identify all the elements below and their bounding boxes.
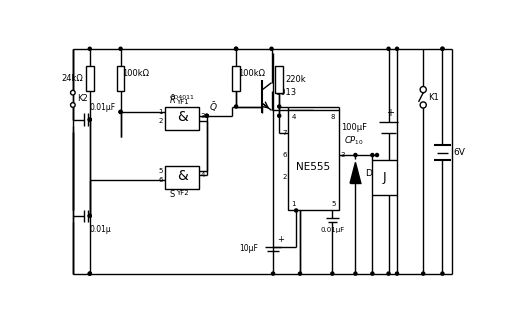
Circle shape	[396, 272, 399, 275]
Text: NE555: NE555	[296, 162, 331, 172]
Bar	[165, 166, 199, 189]
Text: 100kΩ: 100kΩ	[122, 69, 149, 78]
Circle shape	[387, 47, 390, 50]
Circle shape	[235, 105, 238, 108]
Text: D: D	[365, 169, 371, 178]
Circle shape	[277, 105, 281, 108]
Circle shape	[88, 118, 91, 121]
Text: 7: 7	[283, 130, 287, 137]
Circle shape	[119, 110, 122, 113]
Text: YF2: YF2	[176, 191, 189, 196]
Text: $\bar{Q}$: $\bar{Q}$	[209, 100, 218, 114]
Circle shape	[88, 272, 91, 275]
Text: 8: 8	[331, 114, 335, 120]
Text: 2: 2	[283, 173, 287, 180]
Text: 0.01µ: 0.01µ	[90, 225, 111, 234]
Bar	[288, 110, 338, 211]
Text: 4: 4	[201, 172, 205, 178]
Text: 6V: 6V	[453, 148, 465, 157]
Circle shape	[441, 47, 444, 50]
Bar	[232, 67, 240, 91]
Text: CD4011: CD4011	[170, 95, 195, 100]
Text: 6: 6	[283, 152, 287, 158]
Text: 24kΩ: 24kΩ	[62, 74, 84, 83]
Text: YF1: YF1	[176, 99, 189, 105]
Circle shape	[119, 47, 122, 50]
Text: $CP_{10}$: $CP_{10}$	[344, 135, 364, 147]
Text: 10µF: 10µF	[239, 245, 258, 254]
Text: 100kΩ: 100kΩ	[239, 69, 265, 78]
Circle shape	[277, 114, 281, 117]
Text: +: +	[386, 108, 394, 118]
Text: 5: 5	[158, 168, 163, 174]
Text: K2: K2	[77, 94, 87, 103]
Circle shape	[88, 214, 91, 217]
Polygon shape	[350, 162, 361, 183]
Circle shape	[205, 114, 208, 117]
Text: 9013: 9013	[275, 88, 296, 97]
Text: 1: 1	[292, 201, 296, 207]
Bar	[117, 67, 125, 91]
Text: 6: 6	[158, 177, 163, 183]
Circle shape	[71, 90, 75, 95]
Text: 0.01µF: 0.01µF	[320, 227, 344, 234]
Circle shape	[420, 102, 426, 108]
Text: S: S	[169, 190, 174, 199]
Circle shape	[441, 47, 444, 50]
Text: K1: K1	[428, 93, 438, 102]
Circle shape	[71, 103, 75, 107]
Text: &: &	[177, 169, 188, 183]
Circle shape	[420, 87, 426, 93]
Bar	[373, 160, 397, 195]
Circle shape	[354, 272, 357, 275]
Circle shape	[422, 272, 425, 275]
Circle shape	[235, 47, 238, 50]
Circle shape	[371, 153, 374, 157]
Text: 2: 2	[158, 118, 163, 124]
Circle shape	[235, 47, 238, 50]
Circle shape	[119, 110, 122, 113]
Text: 5: 5	[331, 201, 335, 207]
Circle shape	[270, 47, 273, 50]
Text: 4: 4	[292, 114, 296, 120]
Circle shape	[88, 47, 91, 50]
Bar	[165, 107, 199, 130]
Text: $\bar{R}$: $\bar{R}$	[169, 93, 176, 106]
Bar	[275, 66, 283, 93]
Text: 0.01µF: 0.01µF	[90, 103, 116, 112]
Text: +: +	[277, 235, 284, 245]
Circle shape	[205, 114, 208, 117]
Text: &: &	[177, 109, 188, 123]
Circle shape	[295, 209, 298, 212]
Circle shape	[376, 153, 379, 157]
Circle shape	[354, 153, 357, 157]
Circle shape	[271, 272, 274, 275]
Circle shape	[441, 272, 444, 275]
Text: J: J	[383, 171, 386, 184]
Text: 1: 1	[158, 109, 163, 115]
Text: 3: 3	[201, 113, 205, 119]
Circle shape	[88, 118, 91, 121]
Circle shape	[371, 272, 374, 275]
Circle shape	[88, 214, 91, 217]
Text: 220k: 220k	[285, 75, 306, 84]
Circle shape	[331, 272, 334, 275]
Bar	[86, 67, 94, 91]
Circle shape	[396, 47, 399, 50]
Text: 100µF: 100µF	[341, 123, 367, 132]
Circle shape	[298, 272, 301, 275]
Circle shape	[88, 272, 91, 275]
Text: 3: 3	[340, 152, 344, 158]
Circle shape	[387, 272, 390, 275]
